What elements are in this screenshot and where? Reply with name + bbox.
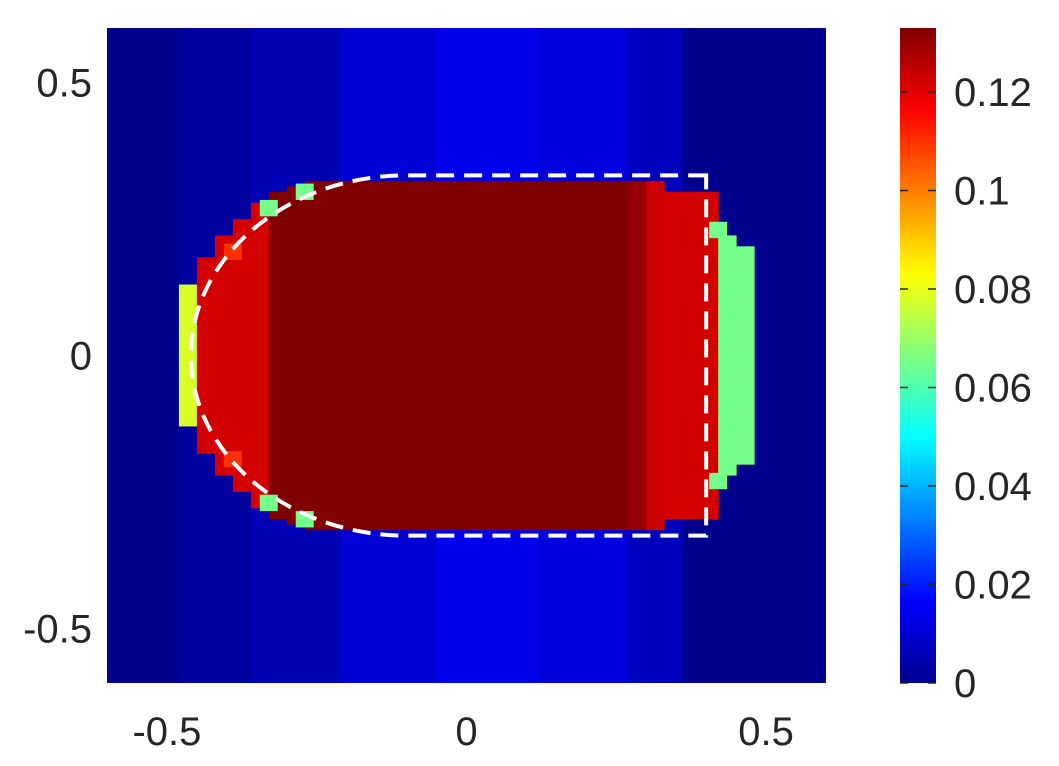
y-axis-ticks: 0.5 0 -0.5	[23, 62, 92, 652]
edge-cell	[709, 221, 728, 239]
colorbar-tick-label: 0.02	[954, 564, 1032, 608]
region-column	[178, 284, 198, 427]
plot-area	[107, 28, 826, 683]
colorbar-tick-label: 0.06	[954, 367, 1032, 411]
region-column	[232, 219, 252, 492]
edge-cell	[223, 243, 242, 260]
x-tick-label: 0.5	[738, 710, 794, 754]
region-column	[268, 191, 288, 520]
region-column	[664, 191, 719, 520]
region-column	[304, 180, 629, 531]
edge-cell	[709, 472, 728, 490]
edge-cell	[259, 199, 278, 217]
colorbar	[900, 28, 936, 683]
region-column	[286, 186, 306, 525]
x-axis-ticks: -0.5 0 0.5	[132, 710, 793, 754]
region-column	[628, 180, 647, 531]
region-column	[736, 246, 755, 465]
x-tick-label: 0	[455, 710, 477, 754]
colorbar-tick-label: 0	[954, 662, 976, 706]
x-tick-label: -0.5	[132, 710, 201, 754]
y-tick-label: 0.5	[36, 62, 92, 106]
colorbar-tick-label: 0.1	[954, 170, 1010, 214]
dashed-outline	[188, 173, 709, 538]
region-column	[196, 257, 216, 454]
edge-cell	[223, 451, 242, 468]
edge-cell	[259, 494, 278, 512]
colorbar-tick-label: 0.12	[954, 71, 1032, 115]
y-tick-label: -0.5	[23, 607, 92, 651]
background-band	[107, 28, 180, 683]
edge-cells	[223, 183, 728, 528]
region-column	[250, 202, 270, 509]
high-value-region	[178, 180, 755, 531]
colorbar-tick-label: 0.08	[954, 268, 1032, 312]
colorbar-tick-label: 0.04	[954, 465, 1032, 509]
region-column	[646, 180, 665, 531]
region-column	[718, 235, 737, 476]
y-tick-label: 0	[70, 335, 92, 379]
colorbar-ticks: 0.12 0.1 0.08 0.06 0.04 0.02 0	[900, 71, 1032, 706]
region-column	[214, 235, 234, 476]
